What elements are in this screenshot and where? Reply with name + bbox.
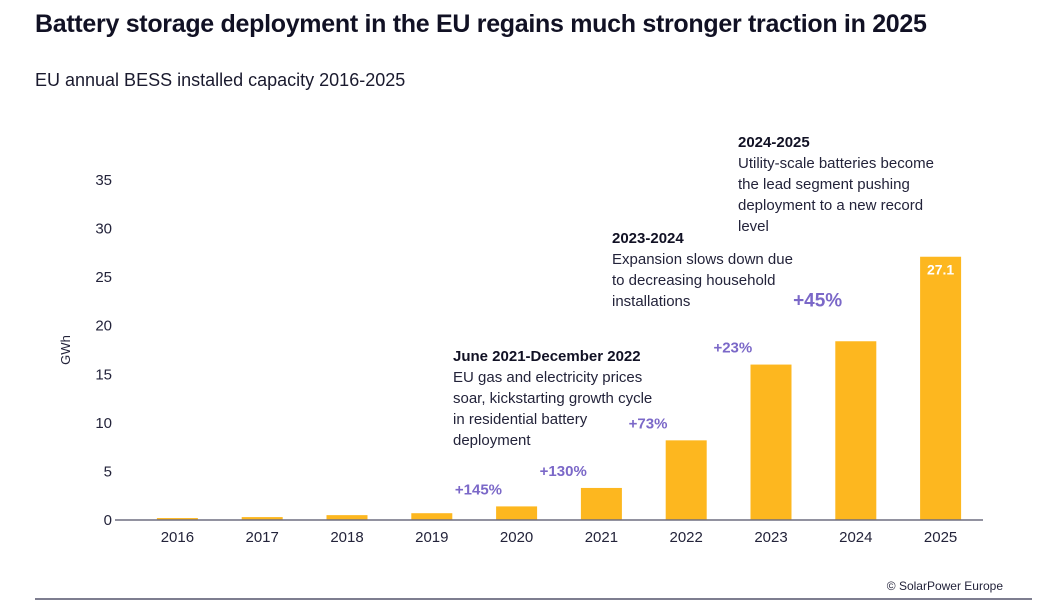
bar-2016: [156, 518, 198, 520]
annotation-line: level: [738, 218, 769, 235]
annotation-2023-2024: 2023-2024 Expansion slows down due to de…: [612, 228, 793, 312]
y-tick-label: 20: [95, 318, 112, 335]
x-tick-label: 2021: [585, 529, 618, 546]
annotation-line: to decreasing household: [612, 272, 776, 289]
annotation-line: Expansion slows down due: [612, 251, 793, 268]
x-tick-label: 2016: [161, 529, 194, 546]
y-tick-label: 30: [95, 221, 112, 238]
growth-label: +73%: [629, 415, 668, 432]
annotation-line: in residential battery: [453, 411, 588, 428]
annotation-line: installations: [612, 293, 691, 310]
bar-2022: [665, 440, 707, 520]
bar-2019: [411, 513, 453, 520]
y-tick-label: 35: [95, 172, 112, 189]
x-tick-label: 2017: [246, 529, 279, 546]
annotation-2021-2022: June 2021-December 2022 EU gas and elect…: [453, 346, 652, 451]
copyright-credit: © SolarPower Europe: [886, 579, 1003, 593]
chart-subtitle: EU annual BESS installed capacity 2016-2…: [35, 70, 406, 90]
bar-2017: [241, 517, 283, 520]
annotation-line: the lead segment pushing: [738, 176, 910, 193]
y-axis-label: GWh: [58, 335, 73, 365]
x-tick-label: 2019: [415, 529, 448, 546]
annotation-2024-2025: 2024-2025 Utility-scale batteries become…: [738, 132, 934, 237]
y-tick-label: 0: [104, 512, 112, 529]
bar-2018: [326, 515, 368, 520]
annotation-line: Utility-scale batteries become: [738, 155, 934, 172]
x-tick-label: 2018: [330, 529, 363, 546]
x-tick-label: 2023: [754, 529, 787, 546]
data-label: 27.1: [927, 262, 954, 278]
footer-divider: [35, 598, 1032, 600]
x-tick-label: 2024: [839, 529, 872, 546]
annotation-heading: June 2021-December 2022: [453, 348, 641, 365]
annotation-line: deployment: [453, 432, 531, 449]
annotation-heading: 2023-2024: [612, 230, 684, 247]
growth-label: +23%: [713, 340, 752, 357]
annotation-line: deployment to a new record: [738, 197, 924, 214]
bar-2021: [580, 487, 622, 520]
growth-label: +145%: [455, 481, 502, 498]
annotation-heading: 2024-2025: [738, 134, 810, 151]
chart-title: Battery storage deployment in the EU reg…: [35, 10, 927, 38]
y-tick-label: 10: [95, 415, 112, 432]
bar-2024: [835, 341, 877, 520]
bar-2025: [920, 256, 962, 520]
bar-2023: [750, 364, 792, 520]
growth-label: +45%: [793, 290, 842, 311]
x-tick-label: 2022: [670, 529, 703, 546]
x-tick-label: 2020: [500, 529, 533, 546]
y-tick-label: 5: [104, 463, 112, 480]
y-tick-label: 25: [95, 269, 112, 286]
growth-label: +130%: [540, 463, 587, 480]
y-tick-label: 15: [95, 366, 112, 383]
annotation-line: EU gas and electricity prices: [453, 369, 643, 386]
annotation-line: soar, kickstarting growth cycle: [453, 390, 653, 407]
x-tick-label: 2025: [924, 529, 957, 546]
bar-2020: [496, 506, 538, 520]
